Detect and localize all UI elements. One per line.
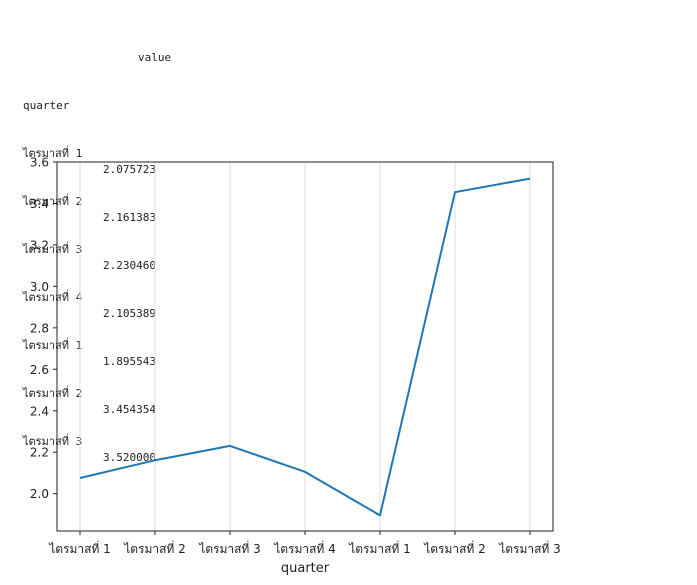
- dataframe-row-value: 2.075723: [103, 163, 156, 176]
- dataframe-row-index: ไตรมาสที่ 1: [23, 147, 83, 160]
- y-tick-label: 2.2: [30, 446, 49, 460]
- dataframe-index-name-row: quarter: [23, 82, 69, 112]
- x-tick-label: ไตรมาสที่ 2: [423, 540, 486, 556]
- y-tick-label: 3.2: [30, 238, 49, 252]
- dataframe-row-value: 2.230460: [103, 259, 156, 272]
- dataframe-row-value: 2.105389: [103, 307, 156, 320]
- dataframe-row: ไตรมาสที่ 1 2.075723: [23, 130, 156, 176]
- dataframe-header-row: value: [23, 34, 171, 64]
- x-tick-label: ไตรมาสที่ 3: [198, 540, 261, 556]
- x-tick-label: ไตรมาสที่ 2: [123, 540, 186, 556]
- y-tick-label: 2.8: [30, 321, 49, 335]
- x-axis-label: quarter: [281, 561, 330, 576]
- dataframe-row-value: 1.895543: [103, 355, 156, 368]
- y-tick-label: 2.6: [30, 363, 49, 377]
- dataframe-output: value quarter ไตรมาสที่ 1 2.075723 ไตรมา…: [23, 2, 171, 466]
- x-axis: ไตรมาสที่ 1 ไตรมาสที่ 2 ไตรมาสที่ 3 ไตรมาสท…: [48, 531, 561, 556]
- y-tick-label: 3.6: [30, 156, 49, 170]
- value-series-line: [79, 177, 531, 517]
- dataframe-row-value: 2.161383: [103, 211, 156, 224]
- x-tick-label: ไตรมาสที่ 1: [48, 540, 111, 556]
- dataframe-column-header: value: [138, 51, 172, 64]
- y-tick-label: 3.0: [30, 280, 49, 294]
- dataframe-row-value: 3.520000: [103, 451, 156, 464]
- x-tick-label: ไตรมาสที่ 4: [273, 540, 336, 556]
- dataframe-row-value: 3.454354: [103, 403, 156, 416]
- dataframe-index-name: quarter: [23, 99, 70, 112]
- x-tick-label: ไตรมาสที่ 1: [348, 540, 411, 556]
- y-tick-label: 2.0: [30, 487, 49, 501]
- y-tick-label: 3.4: [30, 197, 49, 211]
- chart-grid: [79, 162, 531, 531]
- y-tick-label: 2.4: [30, 404, 49, 418]
- x-tick-label: ไตรมาสที่ 3: [498, 540, 561, 556]
- y-axis: 2.0 2.2 2.4 2.6 2.8 3.0 3.2 3.4 3.6: [30, 156, 57, 501]
- chart-series: [79, 177, 531, 517]
